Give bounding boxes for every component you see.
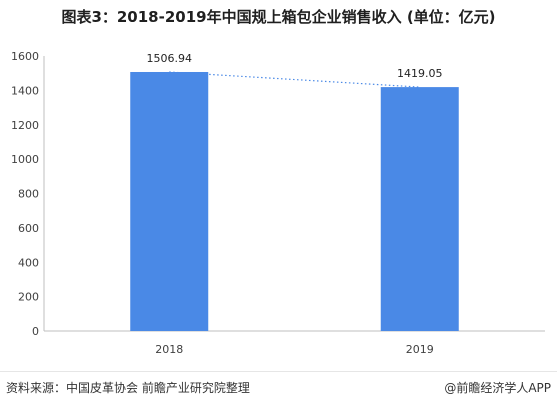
x-tick-label: 2019	[406, 343, 434, 356]
y-tick-label: 600	[18, 222, 39, 235]
data-label: 1506.94	[147, 52, 193, 65]
y-tick-label: 1600	[11, 50, 39, 63]
bar	[130, 71, 209, 331]
chart-title: 图表3：2018-2019年中国规上箱包企业销售收入 (单位：亿元)	[61, 8, 496, 26]
trend-line	[169, 71, 420, 88]
y-tick-label: 800	[18, 188, 39, 201]
footer: 资料来源：中国皮革协会 前瞻产业研究院整理 @前瞻经济学人APP	[0, 371, 557, 406]
bar-chart: 0 200 400 600 800 1000 1200 1400 1600 1506.94 2018…	[11, 50, 545, 356]
y-tick-label: 1000	[11, 153, 39, 166]
source-note: 资料来源：中国皮革协会 前瞻产业研究院整理	[6, 381, 250, 395]
data-label: 1419.05	[397, 67, 443, 80]
x-tick-label: 2018	[155, 343, 183, 356]
credit-text: @前瞻经济学人APP	[444, 381, 551, 395]
y-tick-label: 1400	[11, 84, 39, 97]
bar	[380, 87, 459, 331]
y-tick-label: 400	[18, 256, 39, 269]
y-tick-label: 1200	[11, 119, 39, 132]
y-tick-label: 200	[18, 291, 39, 304]
y-tick-label: 0	[32, 325, 39, 338]
